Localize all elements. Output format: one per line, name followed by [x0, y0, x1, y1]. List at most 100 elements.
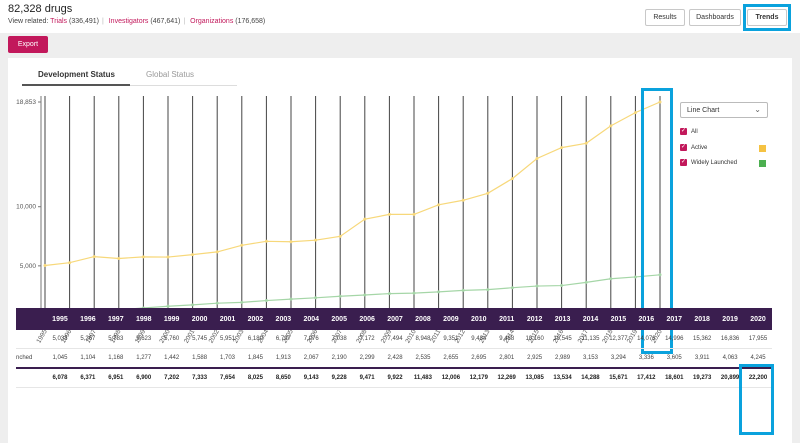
trends-highlight-box	[743, 4, 791, 31]
table-header-year[interactable]: 2007	[381, 308, 409, 330]
table-header-year[interactable]: 2017	[660, 308, 689, 330]
checkbox-checked-icon[interactable]: ✓	[680, 159, 687, 166]
table-header-year[interactable]: 2010	[464, 308, 493, 330]
table-header-row: 1995 1996 1997 1998 1999 2000 2001 2002 2003 2004…	[16, 308, 772, 330]
legend-item-all[interactable]: ✓ All	[680, 128, 698, 135]
checkbox-checked-icon[interactable]: ✓	[680, 144, 687, 151]
table-header-year[interactable]: 2011	[492, 308, 521, 330]
table-cell: 7,654	[213, 367, 242, 388]
table-header-year[interactable]: 1998	[129, 308, 158, 330]
table-header-year[interactable]: 2013	[548, 308, 577, 330]
table-cell: 15,671	[604, 367, 633, 388]
table-cell: 7,038	[325, 330, 354, 349]
trials-count: (336,491)	[68, 18, 99, 25]
trials-link[interactable]: Trials	[50, 18, 68, 25]
legend-item-active[interactable]: ✓ Active	[680, 144, 707, 151]
table-cell: 11,135	[576, 330, 605, 349]
chevron-down-icon: ⌄	[754, 105, 761, 114]
table-cell: 7,202	[157, 367, 186, 388]
dashboards-button[interactable]: Dashboards	[689, 9, 741, 26]
table-header-year[interactable]: 2001	[213, 308, 242, 330]
table-header-year[interactable]: 2018	[688, 308, 717, 330]
organizations-link[interactable]: Organizations	[190, 18, 234, 25]
y-tick-label: 10,000	[16, 204, 36, 211]
data-point	[240, 243, 244, 247]
data-point	[412, 212, 416, 216]
table-cell: 5,951	[213, 330, 242, 349]
table-header-year[interactable]: 2008	[408, 308, 437, 330]
table-header-year[interactable]: 2020	[744, 308, 772, 330]
table-cell: 3,294	[604, 348, 633, 369]
table-cell: 9,228	[325, 367, 354, 388]
table-cell: 9,471	[353, 367, 382, 388]
table-header-corner	[16, 308, 46, 330]
table-cell: 13,534	[548, 367, 577, 388]
view-related-label: View related:	[8, 18, 49, 25]
data-point	[166, 255, 170, 259]
table-header-year[interactable]: 2004	[297, 308, 326, 330]
investigators-link[interactable]: Investigators	[108, 18, 149, 25]
table-cell: 1,588	[185, 348, 214, 369]
table-cell: 8,025	[241, 367, 270, 388]
table-header-year[interactable]: 2000	[185, 308, 214, 330]
data-point	[166, 304, 170, 308]
export-button[interactable]: Export	[8, 36, 48, 53]
table-header-year[interactable]: 1995	[46, 308, 74, 330]
data-point	[535, 157, 539, 161]
data-point	[584, 280, 588, 284]
table-header-year[interactable]: 1999	[157, 308, 186, 330]
table-cell: 5,760	[157, 330, 186, 349]
tab-development-status[interactable]: Development Status	[38, 70, 115, 79]
table-cell: 12,377	[604, 330, 633, 349]
table-cell: 17,955	[744, 330, 772, 349]
table-header-year[interactable]: 2003	[269, 308, 298, 330]
chart-type-select[interactable]: Line Chart ⌄	[680, 102, 768, 118]
data-point	[560, 146, 564, 150]
table-cell: 3,153	[576, 348, 605, 369]
table-cell: 3,336	[632, 348, 661, 369]
table-cell: 22,200	[744, 367, 772, 388]
table-cell: 14,288	[576, 367, 605, 388]
table-header-year[interactable]: 2015	[604, 308, 633, 330]
data-point	[510, 286, 514, 290]
table-header-year[interactable]: 2014	[576, 308, 605, 330]
legend-item-widely-launched[interactable]: ✓ Widely Launched	[680, 159, 737, 166]
table-cell: 5,783	[101, 330, 130, 349]
table-cell: 12,179	[464, 367, 493, 388]
data-point	[92, 255, 96, 259]
trends-button[interactable]: Trends	[747, 9, 787, 26]
investigators-count: (467,641)	[150, 18, 181, 25]
results-button[interactable]: Results	[645, 9, 685, 26]
table-row: 5,033 5,267 5,783 5,623 5,760 5,745 5,951 6,180…	[16, 330, 772, 349]
table-cell: 1,104	[73, 348, 102, 369]
data-point	[437, 290, 441, 294]
table-cell: 6,078	[46, 367, 74, 388]
data-point	[658, 273, 662, 277]
chart-type-value: Line Chart	[687, 106, 720, 114]
tab-global-status[interactable]: Global Status	[146, 70, 195, 79]
table-header-year[interactable]: 2005	[325, 308, 354, 330]
table-header-year[interactable]: 2009	[436, 308, 465, 330]
table-header-year[interactable]: 2002	[241, 308, 270, 330]
table-cell: 1,442	[157, 348, 186, 369]
checkbox-checked-icon[interactable]: ✓	[680, 128, 687, 135]
table-header-year[interactable]: 2006	[353, 308, 382, 330]
data-point	[338, 234, 342, 238]
data-point	[486, 191, 490, 195]
table-cell: 1,277	[129, 348, 158, 369]
table-cell: 1,168	[101, 348, 130, 369]
table-cell: 2,655	[436, 348, 465, 369]
table-header-year[interactable]: 1997	[101, 308, 130, 330]
table-cell: 5,033	[46, 330, 74, 349]
series-line-active	[44, 101, 661, 267]
table-cell: 10,545	[548, 330, 577, 349]
legend-swatch-active	[759, 145, 766, 152]
table-header-year[interactable]: 1996	[73, 308, 102, 330]
table-header-year[interactable]: 2016	[632, 308, 661, 330]
page-title: 82,328 drugs	[8, 3, 73, 15]
data-point	[68, 261, 72, 265]
data-point	[486, 288, 490, 292]
table-header-year[interactable]: 2019	[716, 308, 745, 330]
table-cell: 14,076	[632, 330, 661, 349]
table-header-year[interactable]: 2012	[520, 308, 549, 330]
